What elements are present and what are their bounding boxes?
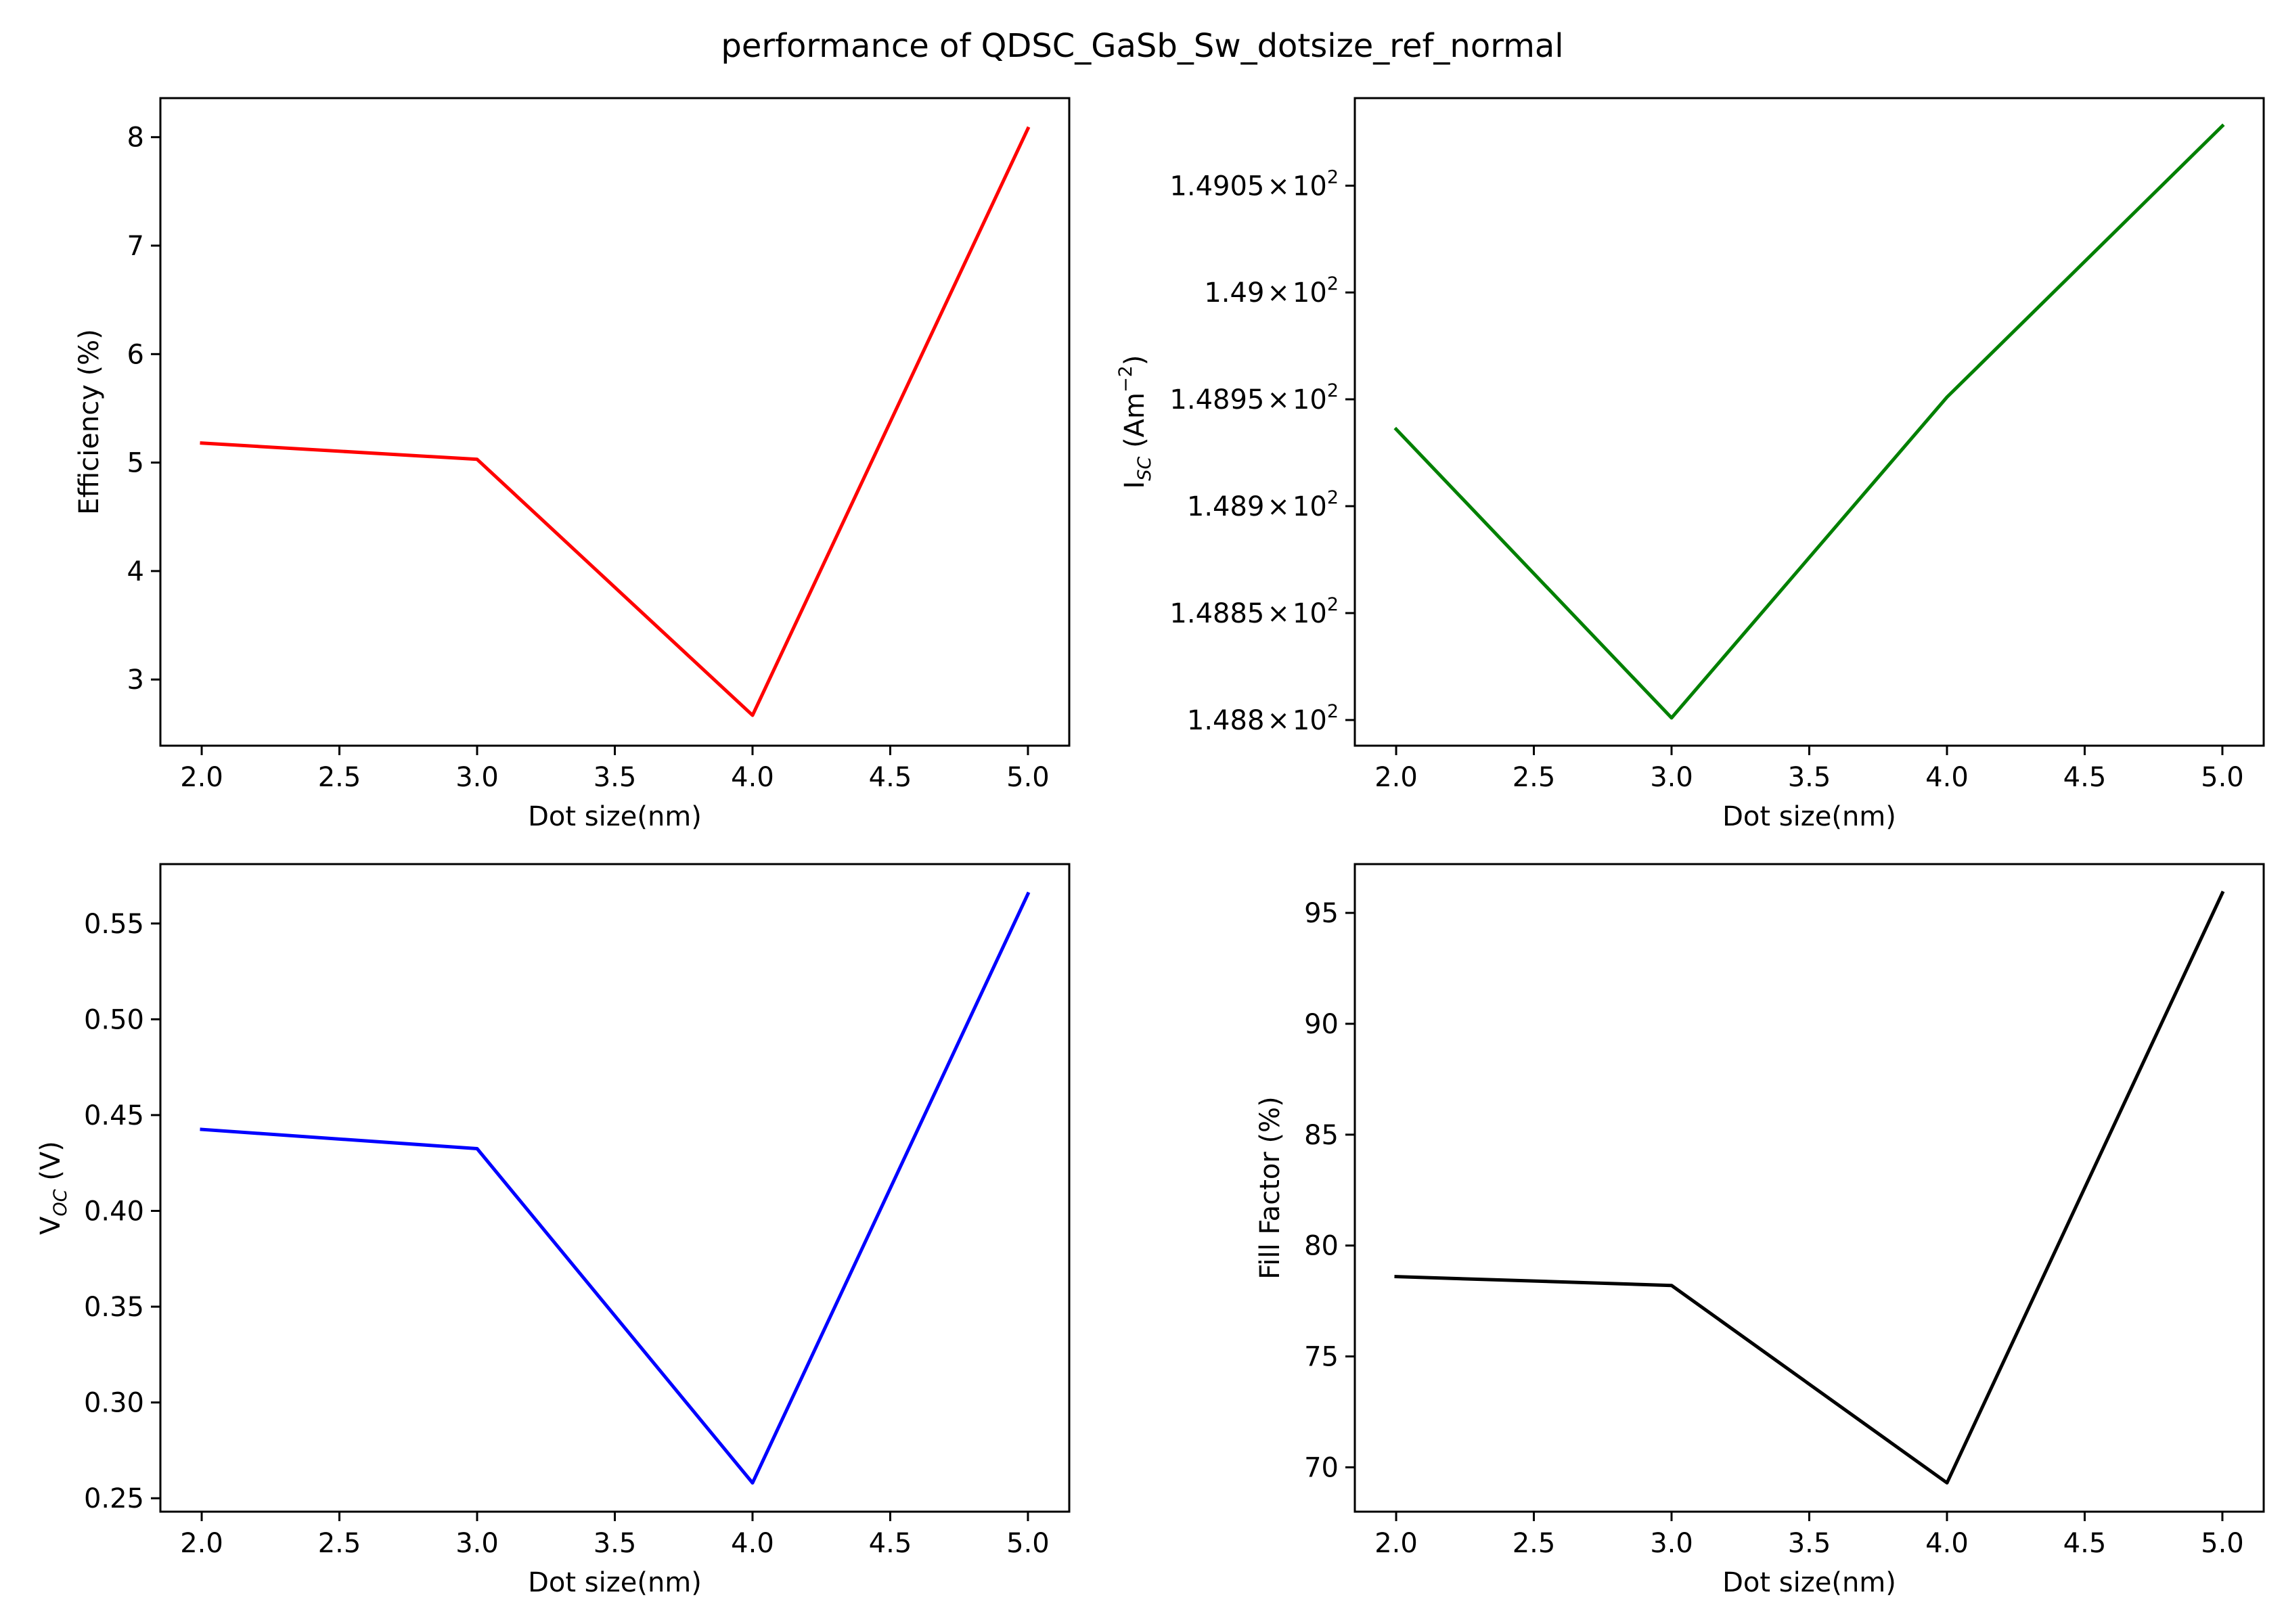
panel-isc: 2.0 2.5 3.0 3.5 4.0 4.5 5.0 1.488 × 102 1.4885 × 102… <box>1115 97 2265 832</box>
efficiency-y-tick-label: 6 <box>127 339 144 370</box>
voc-y-tick-label: 0.35 <box>84 1292 144 1323</box>
voc-y-axis-label: VOC (V) <box>35 1141 71 1235</box>
voc-x-tick-label: 2.5 <box>318 1528 361 1559</box>
fill-factor-y-tick-label: 75 <box>1304 1342 1339 1373</box>
isc-y-tick-label: 1.49 × 102 <box>1204 273 1339 309</box>
voc-x-axis-label: Dot size(nm) <box>528 1567 702 1598</box>
voc-series-line <box>200 891 1031 1485</box>
isc-y-tick-label: 1.489 × 102 <box>1187 487 1339 522</box>
panel-fill-factor: 2.0 2.5 3.0 3.5 4.0 4.5 5.0 70 75 80 85 90 95 Dot siz… <box>1255 863 2265 1598</box>
voc-y-tick-label: 0.50 <box>84 1004 144 1035</box>
voc-x-tick-label: 3.5 <box>594 1528 637 1559</box>
isc-x-tick-label: 4.5 <box>2063 762 2107 793</box>
voc-y-tick-label: 0.45 <box>84 1100 144 1131</box>
fill-factor-x-tick-label: 2.5 <box>1513 1528 1556 1559</box>
isc-x-tick-label: 4.0 <box>1925 762 1969 793</box>
efficiency-y-tick-label: 3 <box>127 664 144 696</box>
panel-efficiency: 2.0 2.5 3.0 3.5 4.0 4.5 5.0 3 4 5 6 7 8 Dot size(nm) E… <box>74 97 1071 832</box>
efficiency-x-tick-label: 4.5 <box>869 762 912 793</box>
isc-y-tick-label: 1.4905 × 102 <box>1169 166 1339 202</box>
isc-x-tick-label: 2.5 <box>1513 762 1556 793</box>
efficiency-y-tick-label: 7 <box>127 231 144 262</box>
efficiency-x-tick-label: 2.0 <box>180 762 223 793</box>
efficiency-x-tick-label: 5.0 <box>1006 762 1050 793</box>
fill-factor-x-tick-label: 5.0 <box>2201 1528 2244 1559</box>
fill-factor-x-tick-label: 3.5 <box>1788 1528 1831 1559</box>
isc-y-tick-label: 1.4885 × 102 <box>1169 594 1339 629</box>
fill-factor-y-tick-label: 80 <box>1304 1231 1339 1262</box>
fill-factor-x-axis-label: Dot size(nm) <box>1722 1567 1896 1598</box>
efficiency-x-tick-label: 2.5 <box>318 762 361 793</box>
efficiency-y-tick-label: 4 <box>127 556 144 587</box>
voc-y-tick-label: 0.40 <box>84 1196 144 1227</box>
efficiency-x-tick-label: 4.0 <box>731 762 774 793</box>
fill-factor-y-axis-label: Fill Factor (%) <box>1255 1096 1286 1280</box>
voc-y-tick-label: 0.30 <box>84 1388 144 1419</box>
fill-factor-y-tick-label: 70 <box>1304 1452 1339 1483</box>
efficiency-x-tick-label: 3.5 <box>594 762 637 793</box>
fill-factor-y-tick-label: 90 <box>1304 1009 1339 1040</box>
isc-x-tick-label: 3.5 <box>1788 762 1831 793</box>
voc-y-tick-label: 0.25 <box>84 1483 144 1514</box>
isc-series-line <box>1393 123 2225 720</box>
fill-factor-x-tick-label: 2.0 <box>1374 1528 1418 1559</box>
voc-x-tick-label: 4.0 <box>731 1528 774 1559</box>
efficiency-series-line <box>200 126 1031 717</box>
efficiency-x-tick-label: 3.0 <box>455 762 499 793</box>
figure-title: performance of QDSC_GaSb_Sw_dotsize_ref_… <box>721 27 1563 65</box>
voc-x-tick-label: 5.0 <box>1006 1528 1050 1559</box>
fill-factor-x-tick-label: 4.0 <box>1925 1528 1969 1559</box>
voc-x-tick-label: 2.0 <box>180 1528 223 1559</box>
isc-x-tick-label: 5.0 <box>2201 762 2244 793</box>
efficiency-x-axis-label: Dot size(nm) <box>528 801 702 832</box>
voc-x-tick-label: 3.0 <box>455 1528 499 1559</box>
isc-x-tick-label: 3.0 <box>1650 762 1693 793</box>
isc-x-axis-label: Dot size(nm) <box>1722 801 1896 832</box>
efficiency-y-tick-label: 8 <box>127 122 144 154</box>
fill-factor-x-tick-label: 4.5 <box>2063 1528 2107 1559</box>
efficiency-y-axis-label: Efficiency (%) <box>74 329 105 515</box>
efficiency-y-tick-label: 5 <box>127 448 144 479</box>
fill-factor-x-tick-label: 3.0 <box>1650 1528 1693 1559</box>
fill-factor-y-tick-label: 95 <box>1304 898 1339 929</box>
panel-voc: 2.0 2.5 3.0 3.5 4.0 4.5 5.0 0.25 0.30 0.35 0.40 0.4… <box>35 863 1071 1598</box>
fill-factor-y-tick-label: 85 <box>1304 1120 1339 1151</box>
isc-y-axis-label: ISC (Am−2) <box>1115 355 1155 489</box>
voc-y-tick-label: 0.55 <box>84 909 144 940</box>
fill-factor-series-line <box>1394 890 2225 1485</box>
isc-y-tick-label: 1.4895 × 102 <box>1169 380 1339 415</box>
voc-x-tick-label: 4.5 <box>869 1528 912 1559</box>
isc-x-tick-label: 2.0 <box>1374 762 1418 793</box>
isc-y-tick-label: 1.488 × 102 <box>1187 701 1339 736</box>
